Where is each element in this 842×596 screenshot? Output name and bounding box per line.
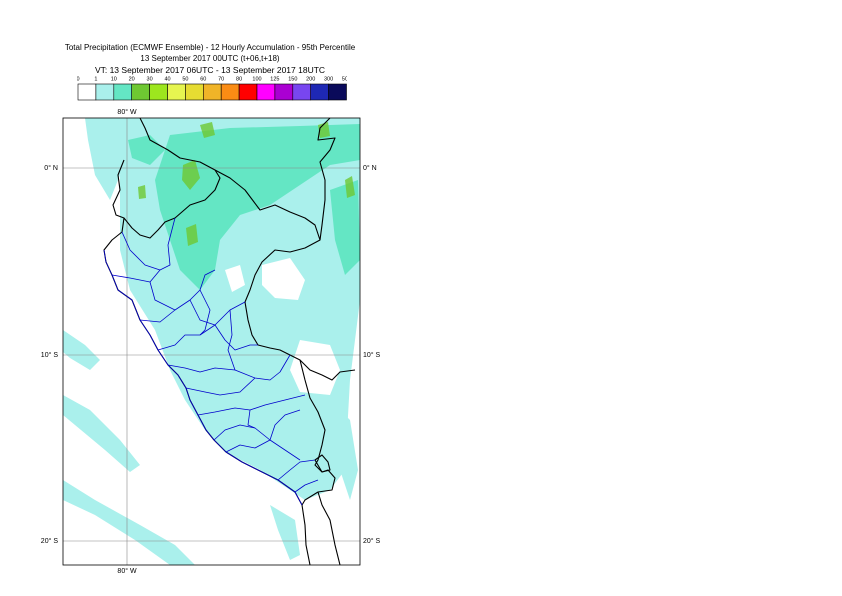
border-colombia (139, 118, 336, 241)
precip-spot-green-6 (138, 185, 146, 199)
precip-spot-green-2 (200, 122, 215, 138)
precip-band-offshore-4 (270, 505, 300, 560)
precip-band-offshore-2 (63, 395, 140, 472)
precip-band-offshore-1 (63, 330, 100, 370)
legend-tick-label: 80 (236, 77, 242, 83)
legend-tick-label: 30 (147, 77, 153, 83)
admin-region-16 (294, 479, 319, 493)
legend-swatch (328, 83, 347, 101)
legend-tick-label: 0 (77, 77, 80, 83)
dry-area-1 (262, 258, 305, 300)
legend-tick-label: 125 (270, 77, 279, 83)
dry-area-2 (290, 340, 340, 395)
precip-band-east-south (330, 400, 358, 500)
legend-tick-label: 10 (111, 77, 117, 83)
legend-tick-label: 200 (306, 77, 315, 83)
legend-tick-label: 40 (164, 77, 170, 83)
admin-region-11 (213, 409, 301, 441)
chart-title: Total Precipitation (ECMWF Ensemble) - 1… (64, 43, 356, 52)
precip-spot-green-1 (182, 160, 200, 190)
valid-time: VT: 13 September 2017 06UTC - 13 Septemb… (94, 65, 326, 75)
precip-area-medium-nw (128, 135, 165, 165)
border-peru-bolivia (299, 359, 336, 506)
legend-tick-label: 60 (200, 77, 206, 83)
run-time: 13 September 2017 00UTC (t+06,t+18) (140, 54, 280, 63)
admin-region-17 (199, 289, 211, 336)
lake-titicaca (314, 454, 331, 473)
admin-region-18 (227, 309, 236, 371)
legend-tick-label: 70 (218, 77, 224, 83)
admin-region-9 (185, 377, 256, 396)
legend-tick-label: 50 (182, 77, 188, 83)
lat-label-right-10s: 10° S (363, 351, 381, 359)
admin-region-6 (157, 324, 216, 351)
precip-spot-green-4 (318, 122, 330, 138)
admin-region-4 (139, 309, 176, 323)
lat-label-right-20s: 20° S (363, 537, 381, 545)
admin-region-7 (214, 324, 258, 351)
lat-label-left-10s: 10° S (41, 351, 59, 359)
lon-label-top: 80° W (117, 108, 137, 116)
precip-area-medium-east (330, 180, 360, 275)
precip-spot-green-5 (186, 224, 198, 246)
precip-spot-green-3 (345, 176, 355, 198)
admin-boundaries (103, 217, 319, 506)
lat-label-left-20s: 20° S (41, 537, 59, 545)
admin-region-2 (111, 269, 161, 283)
dry-area-3 (225, 265, 245, 292)
legend-tick-label: 150 (288, 77, 297, 83)
border-ecuador-peru (123, 169, 221, 239)
legend-tick-label: 1 (94, 77, 97, 83)
legend-tick-label: 20 (129, 77, 135, 83)
admin-region-13 (247, 409, 256, 429)
precip-band-offshore-3 (63, 480, 195, 565)
lat-label-right-0n: 0° N (363, 164, 377, 172)
legend-tick-label: 100 (252, 77, 261, 83)
admin-region-14 (277, 459, 316, 481)
lat-label-left-0n: 0° N (44, 164, 58, 172)
color-legend: 0 1 10 20 30 40 50 60 70 80 100 125 150 200 300 500 (77, 77, 347, 101)
border-bolivia-chile (317, 491, 341, 565)
border-peru-brazil (244, 239, 356, 381)
admin-region-15 (269, 439, 301, 461)
admin-region-12 (225, 439, 271, 453)
map-frame (62, 117, 361, 566)
lon-label-bottom: 80° W (117, 567, 137, 575)
legend-tick-label: 500 (342, 77, 347, 83)
legend-tick-label: 300 (324, 77, 333, 83)
